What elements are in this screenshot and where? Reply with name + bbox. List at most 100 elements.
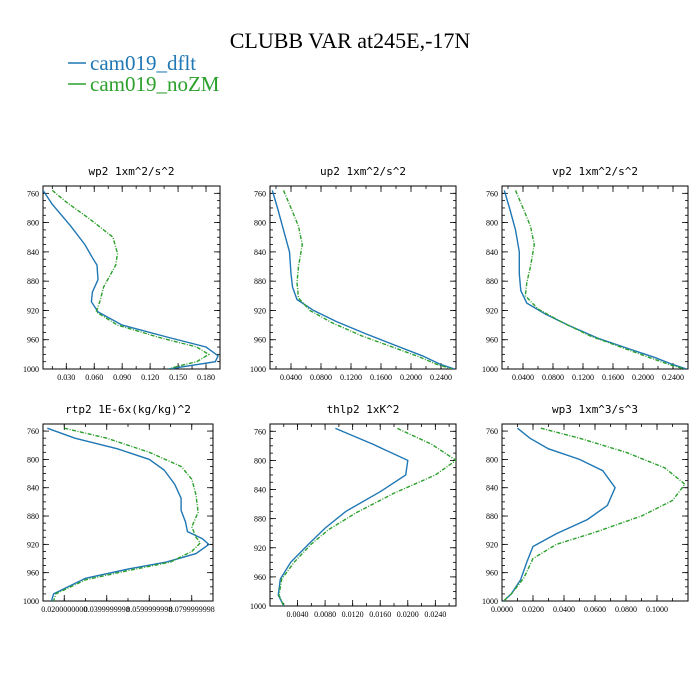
panel-1-ytick-label: 920: [254, 306, 266, 315]
panel-5-title: wp3 1xm^3/s^3: [552, 403, 638, 416]
panel-3-ytick-label: 800: [27, 455, 39, 464]
legend-entry-0: cam019_dflt: [68, 51, 196, 75]
panel-2-ytick-label: 1000: [482, 365, 498, 374]
panel-1-series-cam019_dflt: [271, 190, 455, 369]
panel-0-series-cam019_noZM: [51, 189, 211, 369]
panel-4-ytick-label: 800: [254, 456, 266, 465]
panel-2-ytick-label: 760: [486, 189, 498, 198]
panel-3-xtick-label: 0.0200000000: [41, 605, 87, 614]
panel-5-xtick-label: 0.0800: [615, 605, 637, 614]
panel-5-ytick-label: 920: [486, 540, 498, 549]
legend-label-1: cam019_noZM: [90, 72, 220, 96]
legend-entry-1: cam019_noZM: [68, 72, 220, 96]
panel-3-ytick-label: 880: [27, 512, 39, 521]
panel-4: thlp2 1xK^2 760 800 840 880 920 960 1000 0.0040 0…: [250, 403, 457, 619]
panel-3-xtick-label: 0.0799999998: [169, 605, 215, 614]
panel-3-frame: [42, 423, 214, 602]
panel-3-ytick-label: 1000: [23, 597, 39, 606]
panel-2-title: vp2 1xm^2/s^2: [552, 165, 638, 178]
panel-0-ytick-label: 880: [27, 277, 39, 286]
panel-1: up2 1xm^2/s^2 760 800 840 880 920 960 1000 0.040…: [250, 165, 457, 382]
panel-1-ytick-label: 760: [254, 189, 266, 198]
panel-5-ytick-label: 960: [486, 569, 498, 578]
panel-0-ytick-label: 1000: [23, 365, 39, 374]
panel-1-ytick-label: 880: [254, 277, 266, 286]
panel-3-ytick-label: 840: [27, 484, 39, 493]
panel-1-xtick-label: 0.0400: [280, 373, 302, 382]
panel-3-series-cam019_dflt: [47, 427, 210, 601]
panel-1-xtick-label: 0.2400: [430, 373, 452, 382]
panel-4-series-cam019_dflt: [277, 427, 409, 606]
panel-5-ytick-label: 840: [486, 484, 498, 493]
panel-2-ytick-label: 960: [486, 336, 498, 345]
panel-4-ytick-label: 1000: [250, 602, 266, 611]
panel-5-xtick-label: 0.0600: [584, 605, 606, 614]
panel-0-xtick-label: 0.120: [141, 373, 159, 382]
panel-1-series-cam019_noZM: [282, 190, 453, 369]
panel-3-xtick-label: 0.0399999998: [84, 605, 130, 614]
panel-0-ytick-label: 760: [27, 189, 39, 198]
panel-5: wp3 1xm^3/s^3 760 800 840 880 920 960 10000.000…: [482, 403, 689, 614]
panel-5-xtick-label: 0.1000: [646, 605, 668, 614]
panel-5-xtick-label: 0.0400: [553, 605, 575, 614]
panel-0-xtick-label: 0.090: [113, 373, 131, 382]
panel-0-xtick-label: 0.030: [57, 373, 75, 382]
panel-4-xtick-label: 0.0240: [424, 610, 446, 619]
panel-4-xtick-label: 0.0080: [314, 610, 336, 619]
panel-1-ytick-label: 1000: [250, 365, 266, 374]
panel-1-xtick-label: 0.0800: [310, 373, 332, 382]
panel-4-frame: [269, 423, 457, 607]
panel-1-title: up2 1xm^2/s^2: [320, 165, 406, 178]
panel-2-xtick-label: 0.1600: [602, 373, 624, 382]
panel-4-xtick-label: 0.0160: [369, 610, 391, 619]
panel-0-xtick-label: 0.060: [85, 373, 103, 382]
panel-3-ytick-label: 960: [27, 569, 39, 578]
panel-1-xtick-label: 0.1200: [340, 373, 362, 382]
panel-5-ytick-label: 1000: [482, 597, 498, 606]
panel-5-series-cam019_dflt: [503, 427, 616, 601]
panel-1-xtick-label: 0.1600: [370, 373, 392, 382]
panel-4-xtick-label: 0.0120: [342, 610, 364, 619]
panel-0-title: wp2 1xm^2/s^2: [88, 165, 174, 178]
panel-2-ytick-label: 920: [486, 306, 498, 315]
panel-3-ytick-label: 760: [27, 427, 39, 436]
panel-0-ytick-label: 800: [27, 219, 39, 228]
panel-4-xtick-label: 0.0040: [287, 610, 309, 619]
panel-3: rtp2 1E-6x(kg/kg)^2 760 800 840 880 920 960 100…: [23, 403, 215, 614]
panel-4-ytick-label: 960: [254, 573, 266, 582]
panel-1-ytick-label: 840: [254, 248, 266, 257]
panel-3-xtick-label: 0.0599999998: [126, 605, 172, 614]
panels: wp2 1xm^2/s^2 760 800 840 880 920 960 1000 0.030…: [23, 165, 689, 619]
panel-0-ytick-label: 920: [27, 306, 39, 315]
panel-2: vp2 1xm^2/s^2 760 800 840 880 920 960 1000 0.040…: [482, 165, 689, 382]
panel-5-xtick-label: 0.0200: [522, 605, 544, 614]
panel-3-title: rtp2 1E-6x(kg/kg)^2: [65, 403, 191, 416]
panel-0-xtick-label: 0.180: [197, 373, 215, 382]
panel-2-xtick-label: 0.0800: [542, 373, 564, 382]
panel-1-frame: [269, 185, 457, 370]
panel-4-ytick-label: 920: [254, 544, 266, 553]
panel-0-frame: [42, 185, 221, 370]
panel-2-xtick-label: 0.0400: [512, 373, 534, 382]
panel-1-xtick-label: 0.2000: [400, 373, 422, 382]
panel-4-series-cam019_noZM: [278, 427, 456, 606]
figure-title: CLUBB VAR at245E,-17N: [230, 28, 471, 53]
legend: cam019_dflt cam019_noZM: [68, 51, 220, 96]
panel-5-series-cam019_noZM: [503, 427, 686, 601]
panel-2-series-cam019_noZM: [514, 190, 685, 369]
panel-1-ytick-label: 960: [254, 336, 266, 345]
panel-5-ytick-label: 760: [486, 427, 498, 436]
panel-2-frame: [501, 185, 689, 370]
panel-5-ytick-label: 800: [486, 455, 498, 464]
panel-5-frame: [501, 423, 689, 602]
panel-5-ytick-label: 880: [486, 512, 498, 521]
panel-0-ytick-label: 840: [27, 248, 39, 257]
legend-label-0: cam019_dflt: [90, 51, 196, 75]
panel-0-series-cam019_dflt: [43, 190, 219, 369]
panel-4-ytick-label: 880: [254, 515, 266, 524]
panel-2-xtick-label: 0.1200: [572, 373, 594, 382]
panel-2-xtick-label: 0.2000: [632, 373, 654, 382]
panel-1-ytick-label: 800: [254, 219, 266, 228]
panel-5-xtick-label: 0.0000: [491, 605, 513, 614]
panel-3-series-cam019_noZM: [52, 427, 202, 601]
